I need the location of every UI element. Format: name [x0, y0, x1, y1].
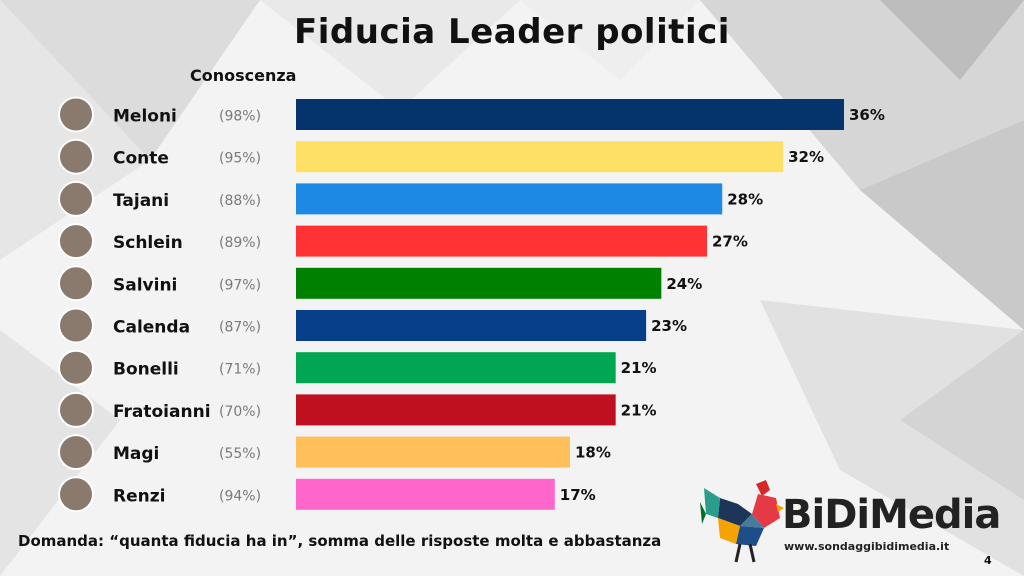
knowledge-label: (94%)	[219, 488, 261, 504]
category-label: Salvini	[113, 275, 177, 295]
avatar-calenda	[58, 307, 94, 344]
avatar-salvini	[58, 265, 94, 302]
bar-magi	[296, 436, 570, 468]
data-label: 28%	[727, 190, 763, 208]
data-label: 18%	[575, 444, 611, 462]
data-label: 27%	[712, 233, 748, 251]
bar-salvini	[296, 267, 662, 299]
page-number: 4	[984, 554, 992, 567]
data-label: 21%	[621, 359, 657, 377]
knowledge-label: (97%)	[219, 277, 261, 293]
logo-name: BiDiMedia	[782, 492, 1001, 538]
category-label: Fratoianni	[113, 402, 211, 422]
avatar-bonelli	[58, 349, 94, 386]
question-note: Domanda: “quanta fiducia ha in”, somma d…	[18, 532, 662, 550]
chart-title: Fiducia Leader politici	[294, 12, 730, 52]
avatar-magi	[58, 434, 94, 471]
avatar-tajani	[58, 180, 94, 217]
knowledge-label: (89%)	[219, 235, 261, 251]
avatar-meloni	[58, 96, 94, 133]
rooster-logo-icon	[700, 480, 784, 563]
knowledge-label: (55%)	[219, 446, 261, 462]
category-label: Renzi	[113, 486, 165, 506]
category-label: Conte	[113, 149, 169, 169]
avatar-conte	[58, 138, 94, 175]
data-label: 23%	[651, 317, 687, 335]
knowledge-label: (71%)	[219, 362, 261, 378]
bar-tajani	[296, 183, 723, 215]
bar-renzi	[296, 478, 555, 510]
category-label: Calenda	[113, 318, 190, 338]
data-label: 32%	[788, 148, 824, 166]
logo-url: www.sondaggibidimedia.it	[784, 540, 950, 553]
knowledge-label: (88%)	[219, 193, 261, 209]
knowledge-label: (70%)	[219, 404, 261, 420]
knowledge-header: Conoscenza	[190, 66, 297, 85]
bidimedia-logo: BiDiMedia www.sondaggibidimedia.it	[700, 478, 1020, 568]
avatar-fratoianni	[58, 391, 94, 428]
data-label: 36%	[849, 106, 885, 124]
bar-bonelli	[296, 352, 616, 384]
bar-schlein	[296, 225, 707, 257]
data-label: 24%	[666, 275, 702, 293]
category-label: Tajani	[113, 191, 169, 211]
category-label: Magi	[113, 444, 159, 464]
avatar-renzi	[58, 476, 94, 513]
data-label: 21%	[621, 401, 657, 419]
knowledge-label: (87%)	[219, 320, 261, 336]
bar-fratoianni	[296, 394, 616, 426]
category-label: Schlein	[113, 233, 183, 253]
bar-calenda	[296, 310, 647, 341]
data-label: 17%	[560, 486, 596, 504]
knowledge-label: (98%)	[219, 109, 261, 125]
category-label: Meloni	[113, 107, 177, 127]
category-label: Bonelli	[113, 360, 179, 380]
bar-meloni	[296, 99, 844, 130]
knowledge-label: (95%)	[219, 151, 261, 167]
avatar-schlein	[58, 223, 94, 260]
bar-conte	[296, 141, 784, 173]
